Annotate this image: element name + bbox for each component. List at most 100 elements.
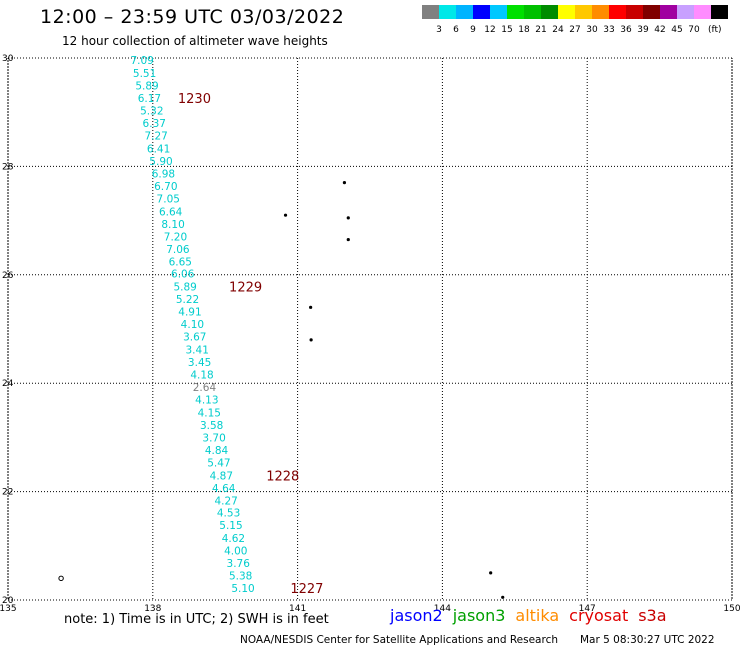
- wave-height-value: 7.20: [164, 231, 187, 243]
- wave-height-value: 2.64: [193, 382, 217, 394]
- color-scale-swatch: [456, 5, 473, 19]
- color-scale-swatch: [677, 5, 694, 19]
- color-scale-legend: 3 6 9 12 15 18 21 24 27 30 33 36 39 42 45 70 (ft): [422, 5, 728, 35]
- color-scale-swatch: [660, 5, 677, 19]
- wave-height-value: 3.70: [202, 432, 225, 444]
- wave-height-value: 5.47: [207, 457, 230, 469]
- wave-height-value: 5.38: [229, 571, 252, 583]
- y-tick-label: 22: [2, 488, 13, 498]
- wave-height-value: 7.06: [166, 244, 190, 256]
- wave-height-value: 5.89: [135, 81, 158, 93]
- color-scale-swatch: [541, 5, 558, 19]
- plot-frame: [7, 57, 733, 601]
- wave-height-value: 4.64: [212, 483, 236, 495]
- units-note: note: 1) Time is in UTC; 2) SWH is in fe…: [64, 612, 329, 627]
- color-scale-label: 9: [470, 25, 476, 35]
- color-scale-label: 24: [552, 25, 564, 35]
- island-mark: [283, 213, 288, 217]
- color-scale-swatch: [507, 5, 524, 19]
- island-mark: [489, 571, 493, 575]
- island-mark: [58, 575, 64, 582]
- wave-height-value: 4.18: [190, 370, 213, 382]
- wave-height-value: 3.41: [186, 345, 209, 357]
- wave-height-value: 5.22: [176, 294, 199, 306]
- wave-height-value: 4.27: [214, 495, 237, 507]
- island-mark: [346, 216, 350, 220]
- wave-height-value: 4.10: [181, 319, 204, 331]
- color-scale-swatch: [711, 5, 728, 19]
- y-tick-label: 20: [2, 596, 14, 606]
- wave-height-value: 6.41: [147, 144, 170, 156]
- pass-time-label: 1230: [178, 92, 211, 107]
- color-scale-swatch: [524, 5, 541, 19]
- generated-timestamp: Mar 5 08:30:27 UTC 2022: [580, 634, 715, 646]
- wave-height-value: 5.89: [173, 282, 196, 294]
- color-scale-label: 12: [484, 25, 495, 35]
- x-tick-label: 150: [723, 604, 740, 612]
- pass-time-label: 1229: [229, 281, 262, 296]
- color-scale-label: 33: [603, 25, 614, 35]
- color-scale-label: 3: [436, 25, 442, 35]
- wave-height-value: 3.58: [200, 420, 223, 432]
- y-tick-label: 28: [2, 162, 14, 172]
- satellite-legend-item: altika: [515, 606, 560, 625]
- island-mark: [342, 181, 347, 185]
- color-scale-label: 70: [688, 25, 700, 35]
- wave-height-value: 7.05: [157, 193, 180, 205]
- y-tick-label: 30: [2, 54, 14, 64]
- color-scale-swatch: [643, 5, 660, 19]
- map-title: 12:00 – 23:59 UTC 03/03/2022: [40, 6, 345, 28]
- color-scale-label: 18: [518, 25, 530, 35]
- satellite-legend-item: jason2: [390, 606, 443, 625]
- color-scale-swatch: [422, 5, 439, 19]
- wave-height-value: 3.76: [227, 558, 251, 570]
- y-tick-label: 26: [2, 271, 14, 281]
- wave-height-value: 7.09: [130, 55, 153, 67]
- wave-height-value: 6.70: [154, 181, 177, 193]
- pass-time-label: 1228: [266, 469, 299, 484]
- wave-height-value: 4.87: [210, 470, 233, 482]
- credit-text: NOAA/NESDIS Center for Satellite Applica…: [240, 634, 558, 646]
- wave-height-value: 7.27: [144, 131, 167, 143]
- color-scale-label: 36: [620, 25, 632, 35]
- color-scale-swatch: [609, 5, 626, 19]
- x-tick-label: 135: [0, 604, 17, 612]
- color-scale-label: 39: [637, 25, 649, 35]
- island-mark: [501, 595, 505, 599]
- wave-height-value: 8.10: [161, 219, 184, 231]
- wave-height-value: 5.90: [149, 156, 172, 168]
- wave-height-value: 6.64: [159, 206, 183, 218]
- wave-height-value: 5.10: [231, 583, 254, 595]
- island-mark: [309, 305, 313, 309]
- color-scale-unit: (ft): [708, 25, 722, 35]
- y-tick-label: 24: [2, 379, 14, 389]
- color-scale-label: 21: [535, 25, 546, 35]
- x-tick-label: 144: [434, 604, 451, 612]
- wave-height-value: 4.53: [217, 508, 240, 520]
- wave-height-value: 4.13: [195, 394, 218, 406]
- color-scale-swatch: [575, 5, 592, 19]
- wave-height-value: 6.65: [169, 256, 192, 268]
- wave-height-value: 4.62: [222, 533, 245, 545]
- wave-height-value: 4.00: [224, 546, 247, 558]
- color-scale-swatch: [558, 5, 575, 19]
- color-scale-label: 15: [501, 25, 512, 35]
- color-scale-swatch: [592, 5, 609, 19]
- wave-height-value: 6.17: [138, 93, 161, 105]
- wave-height-value: 4.84: [205, 445, 229, 457]
- color-scale-label: 6: [453, 25, 459, 35]
- pass-time-label: 1227: [290, 582, 323, 597]
- island-mark: [346, 237, 350, 242]
- wave-height-value: 4.15: [198, 407, 221, 419]
- satellite-legend-item: cryosat: [569, 606, 629, 625]
- satellite-legend-item: s3a: [638, 606, 667, 625]
- color-scale-swatch: [694, 5, 711, 19]
- wave-height-value: 6.98: [152, 168, 175, 180]
- color-scale-label: 45: [671, 25, 682, 35]
- wave-height-value: 3.45: [188, 357, 211, 369]
- x-tick-label: 147: [579, 604, 596, 612]
- wave-height-value: 4.91: [178, 307, 201, 319]
- x-tick-label: 138: [144, 604, 161, 612]
- color-scale-label: 42: [654, 25, 665, 35]
- wave-height-value: 3.67: [183, 332, 206, 344]
